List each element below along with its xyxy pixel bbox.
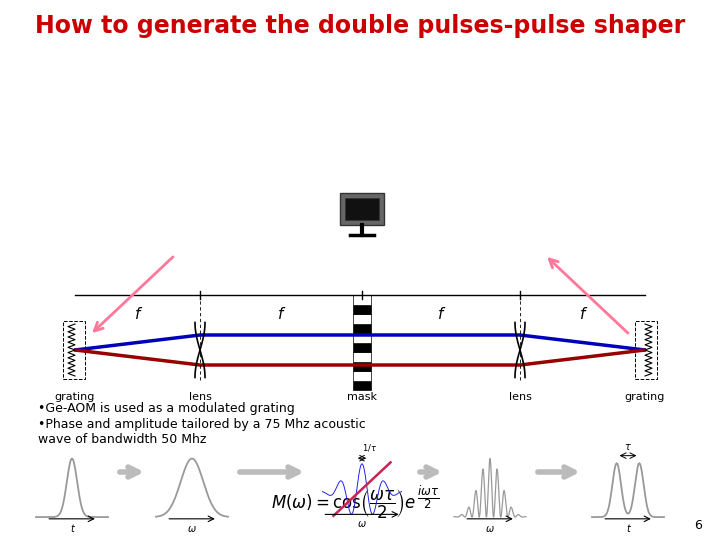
Text: grating: grating xyxy=(625,392,665,402)
Text: $\omega$: $\omega$ xyxy=(357,518,367,529)
Text: f: f xyxy=(580,307,585,322)
Text: grating: grating xyxy=(55,392,95,402)
Bar xyxy=(353,342,371,352)
Bar xyxy=(353,323,371,333)
Text: $1/\tau$: $1/\tau$ xyxy=(362,442,377,453)
Bar xyxy=(353,361,371,371)
Text: mask: mask xyxy=(347,392,377,402)
Text: $M(\omega) = \cos\!\left(\dfrac{\omega\tau}{2}\right)e^{\,\dfrac{i\omega\tau}{2}: $M(\omega) = \cos\!\left(\dfrac{\omega\t… xyxy=(271,485,439,522)
Text: t: t xyxy=(70,524,74,534)
Text: 6: 6 xyxy=(694,519,702,532)
Bar xyxy=(353,371,371,381)
Text: $\omega$: $\omega$ xyxy=(187,524,197,534)
Bar xyxy=(353,295,371,305)
Text: f: f xyxy=(135,307,140,322)
Bar xyxy=(345,198,379,220)
Bar xyxy=(340,193,384,225)
Text: •Ge-AOM is used as a modulated grating: •Ge-AOM is used as a modulated grating xyxy=(38,402,294,415)
Bar xyxy=(353,381,371,390)
Bar xyxy=(353,314,371,323)
Bar xyxy=(353,305,371,314)
Bar xyxy=(63,321,85,379)
Text: lens: lens xyxy=(189,392,212,402)
Text: f: f xyxy=(438,307,444,322)
Text: •Phase and amplitude tailored by a 75 Mhz acoustic: •Phase and amplitude tailored by a 75 Mh… xyxy=(38,418,366,431)
Text: How to generate the double pulses-pulse shaper: How to generate the double pulses-pulse … xyxy=(35,14,685,38)
Text: t: t xyxy=(626,524,630,534)
Text: f: f xyxy=(279,307,284,322)
Text: $\tau$: $\tau$ xyxy=(624,442,632,451)
Text: $\omega$: $\omega$ xyxy=(485,524,495,534)
Bar xyxy=(353,333,371,342)
Text: lens: lens xyxy=(508,392,531,402)
Text: wave of bandwidth 50 Mhz: wave of bandwidth 50 Mhz xyxy=(38,433,207,446)
Bar xyxy=(353,352,371,361)
Bar xyxy=(635,321,657,379)
